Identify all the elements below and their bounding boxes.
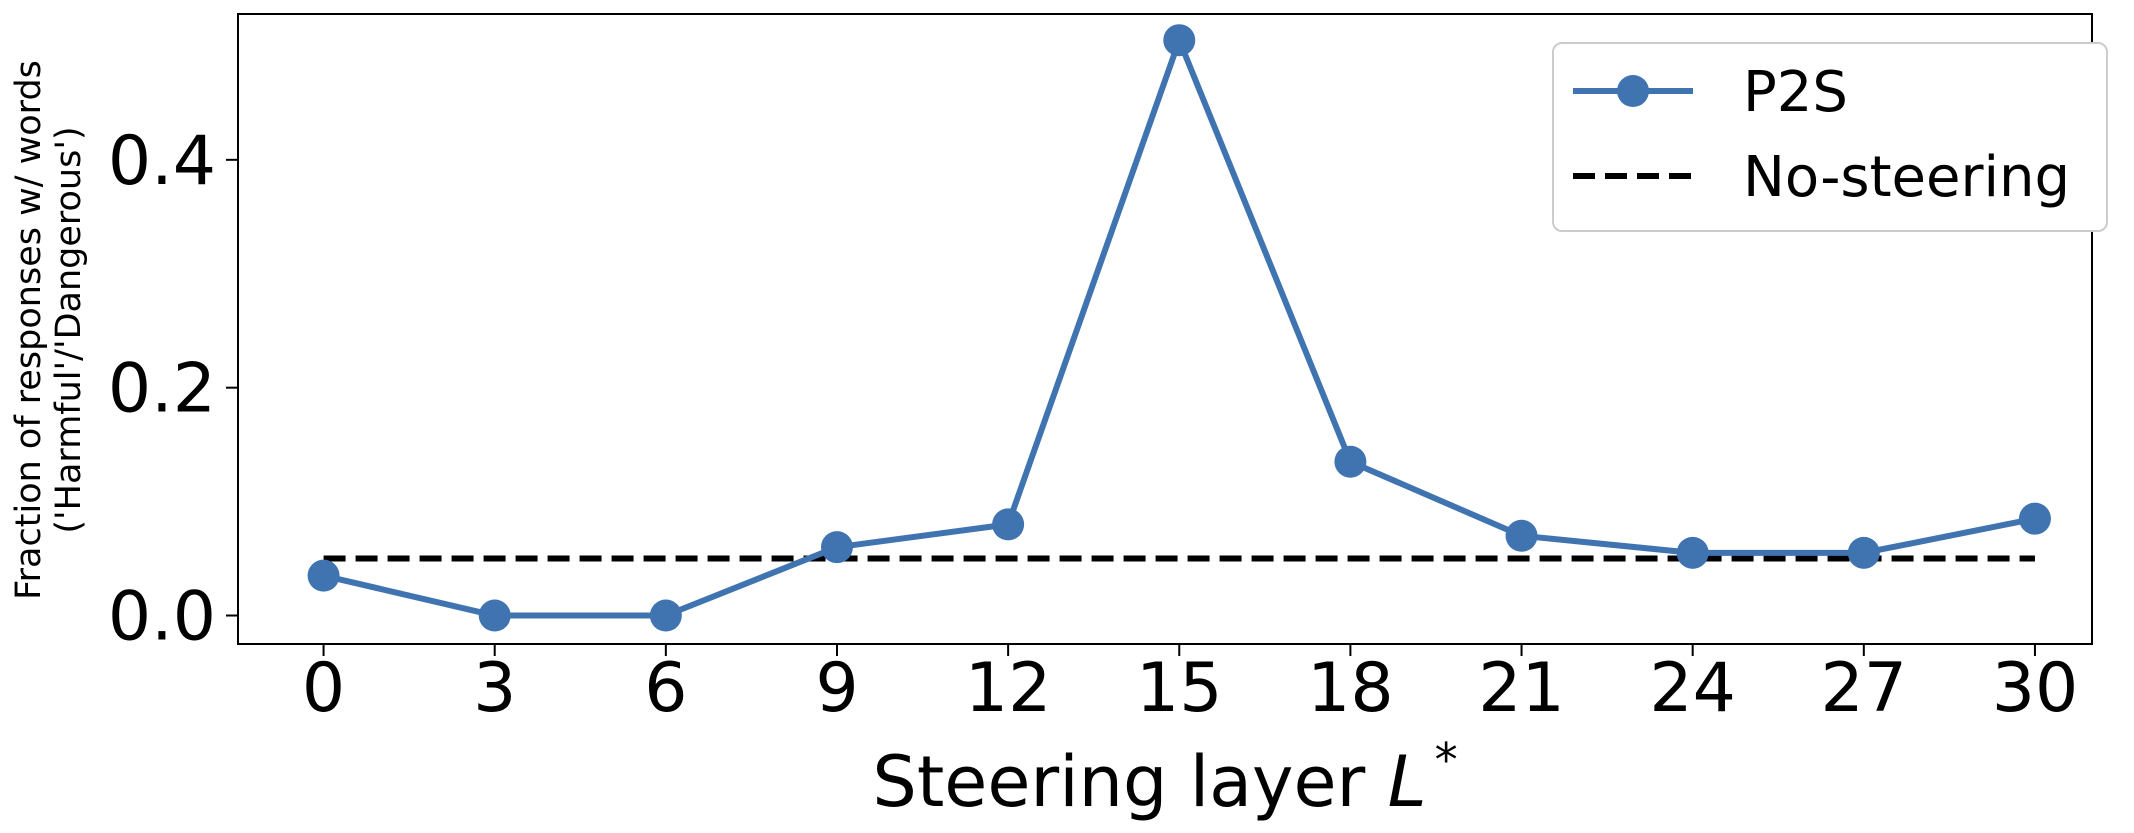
x-axis-title: Steering layer L * (872, 733, 1457, 823)
x-tick-label: 15 (1136, 649, 1223, 728)
legend: P2S No-steering (1552, 42, 2108, 232)
series-layer (307, 24, 2051, 632)
p2s-data-point (478, 599, 511, 632)
x-axis-ticks: 0 3 6 9 12 15 18 21 24 27 30 (302, 644, 2078, 728)
x-axis-title-text: Steering layer (872, 741, 1387, 823)
p2s-data-point (307, 559, 340, 592)
legend-p2s-marker (1617, 75, 1649, 107)
p2s-data-point (820, 531, 853, 564)
legend-p2s-label: P2S (1743, 60, 1848, 125)
x-tick-label: 18 (1307, 649, 1394, 728)
p2s-data-point (1847, 536, 1880, 569)
y-tick-label: 0.4 (108, 122, 216, 201)
y-axis-title-line1: Fraction of responses w/ words (9, 60, 49, 600)
plot-area-frame (237, 13, 2093, 645)
y-axis-title: Fraction of responses w/ words ('Harmful… (9, 60, 89, 600)
y-tick-label: 0.0 (108, 578, 216, 657)
p2s-data-point (1505, 519, 1538, 552)
x-tick-label: 6 (644, 649, 687, 728)
p2s-data-point (992, 508, 1025, 541)
x-tick-label: 30 (1992, 649, 2079, 728)
p2s-data-point (1163, 24, 1196, 57)
y-axis-title-line2: ('Harmful'/'Dangerous') (49, 126, 89, 533)
x-axis-title-superscript: * (1435, 733, 1458, 787)
x-tick-label: 12 (965, 649, 1052, 728)
p2s-data-point (649, 599, 682, 632)
p2s-data-point (1676, 536, 1709, 569)
x-tick-label: 24 (1649, 649, 1736, 728)
x-tick-label: 21 (1478, 649, 1565, 728)
legend-no-steering-label: No-steering (1743, 145, 2070, 210)
x-axis-title-symbol: L (1388, 741, 1427, 823)
x-tick-label: 3 (473, 649, 516, 728)
x-tick-label: 27 (1821, 649, 1908, 728)
p2s-data-point (2018, 502, 2051, 535)
p2s-data-point (1334, 445, 1367, 478)
y-axis-ticks: 0.0 0.2 0.4 (108, 122, 238, 657)
y-tick-label: 0.2 (108, 350, 216, 429)
x-tick-label: 0 (302, 649, 345, 728)
x-tick-label: 9 (815, 649, 858, 728)
